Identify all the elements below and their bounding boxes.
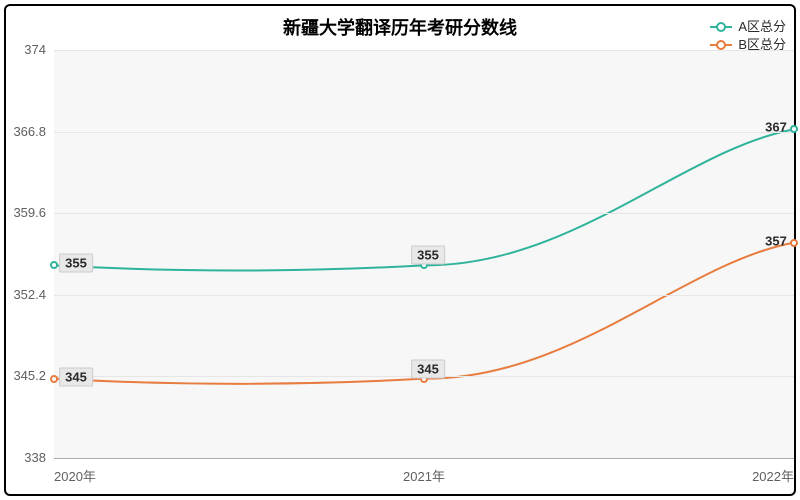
legend-item: B区总分 [710,36,786,54]
legend-label: A区总分 [738,18,786,36]
legend: A区总分B区总分 [710,18,786,54]
gridline [54,132,794,133]
data-point-marker [790,239,798,247]
chart-title: 新疆大学翻译历年考研分数线 [0,14,800,40]
y-axis-label: 374 [24,42,46,57]
y-axis-label: 359.6 [13,205,46,220]
legend-swatch [710,26,732,28]
gridline [54,50,794,51]
legend-swatch [710,44,732,46]
x-axis-label: 2022年 [752,466,794,485]
data-point-label: 345 [57,369,95,384]
x-axis-label: 2020年 [54,466,96,485]
gridline [54,458,794,459]
legend-label: B区总分 [738,36,786,54]
plot-area: 338345.2352.4359.6366.83742020年2021年2022… [54,50,794,458]
data-point-label: 345 [409,361,447,376]
data-point-label: 367 [763,120,789,135]
data-point-marker [790,125,798,133]
data-point-label: 355 [409,248,447,263]
data-point-label: 355 [57,256,95,271]
y-axis-label: 338 [24,450,46,465]
data-point-label: 357 [763,233,789,248]
gridline [54,213,794,214]
chart-container: 新疆大学翻译历年考研分数线 338345.2352.4359.6366.8374… [0,0,800,500]
gridline [54,295,794,296]
y-axis-label: 352.4 [13,287,46,302]
y-axis-label: 345.2 [13,368,46,383]
x-axis-label: 2021年 [403,466,445,485]
legend-item: A区总分 [710,18,786,36]
y-axis-label: 366.8 [13,124,46,139]
